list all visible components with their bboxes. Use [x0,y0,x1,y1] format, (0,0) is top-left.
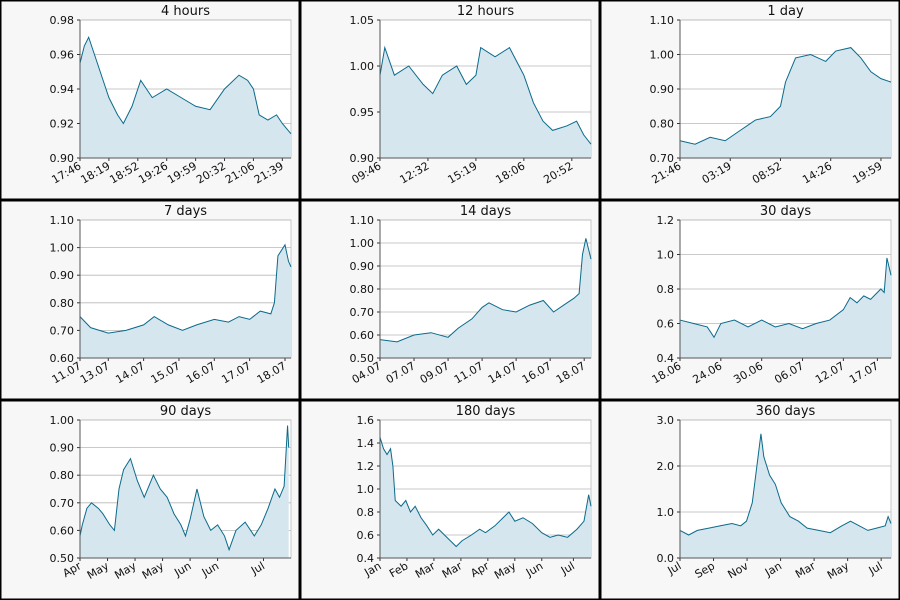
y-tick-label: 1.0 [657,249,675,262]
price-line [679,257,892,339]
price-line [679,47,892,145]
y-tick-label: 0.98 [50,14,75,27]
area-fill [680,47,891,158]
y-tick-label: 0.6 [357,529,375,542]
chart-title: 360 days [756,404,816,419]
y-tick-label: 3.0 [657,414,675,427]
area-fill [80,425,289,558]
y-tick-label: 0.50 [350,352,375,365]
y-tick-label: 0.90 [650,83,675,96]
chart-title: 7 days [164,204,207,219]
y-tick-label: 1.00 [350,60,375,73]
area-fill [80,244,291,358]
y-tick-label: 1.2 [357,460,375,473]
y-tick-label: 1.00 [50,414,75,427]
chart-title: 1 day [767,4,804,19]
y-tick-label: 1.05 [350,14,375,27]
y-tick-label: 1.4 [357,437,375,450]
y-tick-label: 2.0 [657,460,675,473]
chart-title: 4 hours [161,4,210,19]
chart-title: 14 days [460,204,512,219]
y-tick-label: 1.0 [657,506,675,519]
y-tick-label: 0.80 [50,297,75,310]
y-tick-label: 0.80 [50,469,75,482]
y-tick-label: 0.90 [50,269,75,282]
area-fill [680,257,891,358]
y-tick-label: 0.0 [657,552,675,565]
y-tick-label: 1.00 [650,49,675,62]
chart-panel: 0.900.920.940.960.9817:4618:1918:5219:26… [0,0,301,201]
y-tick-label: 1.00 [350,237,375,250]
y-tick-label: 1.10 [350,214,375,227]
price-line [79,35,292,135]
y-tick-label: 0.6 [657,318,675,331]
y-tick-label: 0.90 [50,152,75,165]
y-tick-label: 0.4 [657,352,675,365]
x-tick-label: Jul [248,559,267,577]
y-tick-label: 0.8 [357,506,375,519]
area-fill [380,47,591,158]
y-tick-label: 0.80 [650,118,675,131]
y-tick-label: 0.90 [350,260,375,273]
y-tick-label: 0.70 [350,306,375,319]
area-fill [80,37,291,158]
chart-title: 90 days [160,404,212,419]
y-tick-label: 0.95 [350,106,375,119]
y-tick-label: 0.60 [50,352,75,365]
x-tick-label: Jul [665,559,684,577]
y-tick-label: 0.96 [50,49,75,62]
y-tick-label: 0.70 [50,497,75,510]
chart-title: 30 days [760,204,812,219]
y-tick-label: 0.80 [350,283,375,296]
area-fill [380,437,591,558]
y-tick-label: 0.90 [50,442,75,455]
price-line [79,243,292,334]
y-tick-label: 1.10 [650,14,675,27]
x-tick-label: Jul [866,559,885,577]
y-tick-label: 0.90 [350,152,375,165]
chart-panel: 0.40.60.81.01.218.06 24.06 30.06 06.07 12.07… [599,199,900,401]
price-line [679,433,892,536]
chart-title: 180 days [456,404,516,419]
price-line [379,45,592,145]
area-fill [680,433,891,558]
chart-title: 12 hours [457,4,514,19]
y-tick-label: 0.60 [50,524,75,537]
y-tick-label: 0.92 [50,118,75,131]
y-tick-label: 0.8 [657,283,675,296]
y-tick-label: 1.2 [657,214,675,227]
price-line [79,425,290,552]
y-tick-label: 0.70 [650,152,675,165]
y-tick-label: 0.4 [357,552,375,565]
area-fill [380,238,591,358]
y-tick-label: 1.6 [357,414,375,427]
price-line [379,238,592,343]
price-line [379,437,592,548]
y-tick-label: 1.00 [50,242,75,255]
y-tick-label: 0.94 [50,83,75,96]
y-tick-label: 0.70 [50,324,75,337]
y-tick-label: 1.0 [357,483,375,496]
y-tick-label: 0.50 [50,552,75,565]
x-tick-label: Jul [558,559,577,577]
y-tick-label: 1.10 [50,214,75,227]
y-tick-label: 0.60 [350,329,375,342]
